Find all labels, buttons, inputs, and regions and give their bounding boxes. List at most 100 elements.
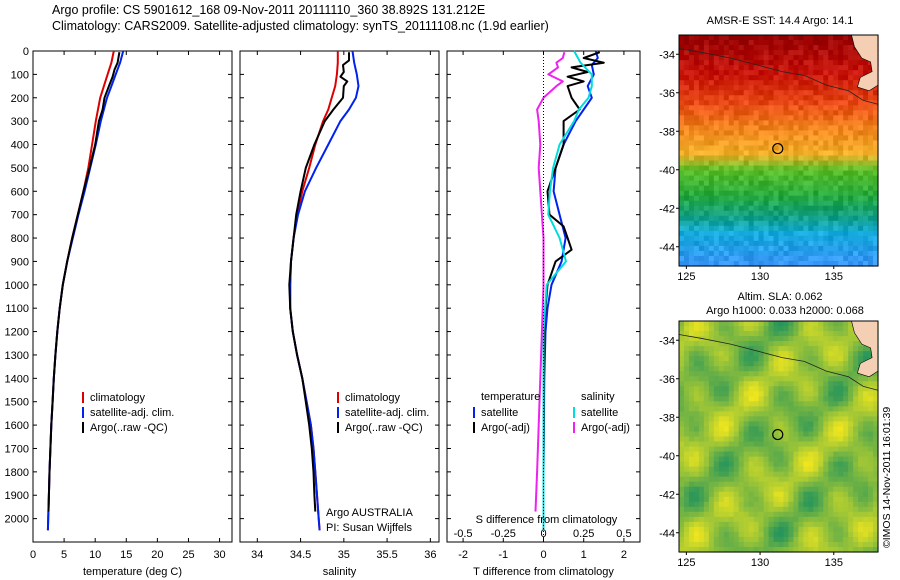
map-cell xyxy=(788,190,795,197)
map-cell xyxy=(788,205,795,212)
map-cell xyxy=(808,446,814,453)
map-cell xyxy=(698,215,705,222)
map-cell xyxy=(843,210,849,217)
map-cell xyxy=(733,531,740,538)
map-cell xyxy=(703,230,710,237)
map-cell xyxy=(788,125,795,132)
map-cell xyxy=(679,456,685,463)
map-cell xyxy=(748,541,755,548)
map-cell xyxy=(753,160,760,167)
map-cell xyxy=(868,471,874,478)
map-cell xyxy=(768,65,775,71)
map-cell xyxy=(863,155,869,162)
map-cell xyxy=(723,215,730,222)
map-cell xyxy=(853,546,859,553)
map-cell xyxy=(718,235,725,242)
map-cell xyxy=(743,416,750,423)
map-cell xyxy=(788,240,795,247)
map-cell xyxy=(738,65,745,71)
map-cell xyxy=(679,200,685,207)
map-cell xyxy=(783,521,790,528)
map-cell xyxy=(748,170,755,177)
map-cell xyxy=(733,215,740,222)
map-cell xyxy=(723,235,730,242)
map-cell xyxy=(808,466,814,473)
map-cell xyxy=(693,536,700,543)
map-cell xyxy=(679,351,685,357)
map-cell xyxy=(868,506,874,513)
map-cell xyxy=(753,351,760,357)
map-cell xyxy=(788,331,795,337)
map-cell xyxy=(828,235,834,242)
map-cell xyxy=(723,155,730,162)
map-cell xyxy=(693,371,700,377)
map-cell xyxy=(838,516,844,523)
map-cell xyxy=(783,416,790,423)
map-cell xyxy=(858,451,864,458)
map-cell xyxy=(679,65,685,71)
map-cell xyxy=(738,180,745,187)
map-cell xyxy=(818,70,824,76)
map-cell xyxy=(748,351,755,357)
map-cell xyxy=(733,476,740,483)
map-cell xyxy=(833,115,839,121)
map-cell xyxy=(868,466,874,473)
map-cell xyxy=(818,486,824,493)
map-cell xyxy=(858,346,864,352)
map-cell xyxy=(793,60,799,66)
map-cell xyxy=(833,471,839,478)
map-cell xyxy=(723,451,730,458)
map-cell xyxy=(768,506,775,513)
map-cell xyxy=(688,356,695,362)
map-cell xyxy=(808,80,814,86)
map-cell xyxy=(728,55,735,61)
map-cell xyxy=(708,85,715,91)
map-cell xyxy=(683,546,690,553)
map-cell xyxy=(798,145,804,152)
map-cell xyxy=(763,65,770,71)
map-cell xyxy=(763,531,770,538)
map-cell xyxy=(763,546,770,553)
map-cell xyxy=(713,230,720,237)
map-cell xyxy=(868,416,874,423)
map-cell xyxy=(793,230,799,237)
map-cell xyxy=(703,491,710,498)
salinity-legend-title: salinity xyxy=(581,391,615,403)
salinity-diff-tick-label: 0.25 xyxy=(573,528,594,540)
map-cell xyxy=(843,386,849,392)
map-cell xyxy=(838,426,844,433)
map-cell xyxy=(853,531,859,538)
map-cell xyxy=(778,80,785,86)
map-cell xyxy=(758,70,765,76)
map-cell xyxy=(698,406,705,412)
map-cell xyxy=(833,120,839,126)
map-cell xyxy=(743,511,750,518)
map-cell xyxy=(718,321,725,327)
map-cell xyxy=(768,386,775,392)
map-cell xyxy=(848,215,854,222)
map-cell xyxy=(858,65,864,71)
map-cell xyxy=(738,436,745,443)
map-cell xyxy=(728,451,735,458)
map-cell xyxy=(763,426,770,433)
map-cell xyxy=(733,200,740,207)
map-cell xyxy=(873,461,879,468)
map-cell xyxy=(679,476,685,483)
map-cell xyxy=(683,195,690,202)
map-cell xyxy=(803,215,809,222)
map-cell xyxy=(778,155,785,162)
map-cell xyxy=(858,476,864,483)
map-cell xyxy=(818,190,824,197)
sla-map-field xyxy=(679,321,879,553)
map-cell xyxy=(728,175,735,182)
map-cell xyxy=(723,366,730,372)
map-cell xyxy=(788,516,795,523)
map-cell xyxy=(798,260,804,267)
map-cell xyxy=(833,521,839,528)
map-cell xyxy=(713,75,720,81)
map-cell xyxy=(778,55,785,61)
map-cell xyxy=(853,50,859,56)
map-cell xyxy=(758,75,765,81)
map-cell xyxy=(698,50,705,56)
map-cell xyxy=(693,230,700,237)
